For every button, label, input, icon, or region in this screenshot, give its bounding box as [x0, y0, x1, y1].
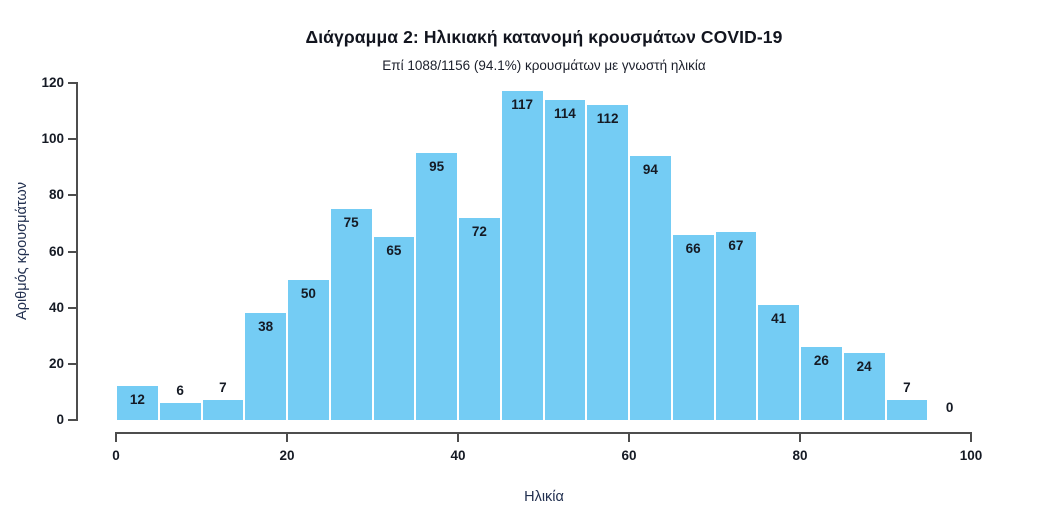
bar-value-label: 26	[813, 352, 829, 368]
histogram-bar	[587, 105, 628, 420]
x-tick-label: 100	[959, 448, 983, 463]
y-tick-mark	[68, 362, 76, 365]
y-tick-label: 0	[56, 412, 64, 427]
y-tick-label: 120	[41, 75, 64, 90]
bar-value-label: 24	[856, 358, 872, 374]
x-axis-title: Ηλικία	[524, 489, 564, 505]
y-tick-label: 100	[41, 131, 64, 147]
chart-title: Διάγραμμα 2: Ηλικιακή κατανομή κρουσμάτω…	[305, 27, 783, 47]
histogram-bar	[416, 153, 457, 420]
x-tick-label: 0	[112, 448, 120, 463]
chart-subtitle: Επί 1088/1156 (94.1%) κρουσμάτων με γνωσ…	[382, 58, 706, 73]
x-tick-mark	[286, 432, 288, 442]
bar-value-label: 65	[386, 243, 402, 259]
histogram-bar	[501, 91, 543, 420]
bar-value-label: 72	[471, 223, 487, 239]
bar-value-label: 7	[219, 380, 227, 396]
bar-value-label: 95	[429, 159, 445, 175]
bar-value-label: 50	[300, 285, 316, 301]
histogram-bar	[886, 400, 928, 420]
y-axis-line	[76, 82, 78, 421]
histogram-bar	[758, 304, 799, 420]
histogram-bar	[373, 237, 415, 420]
y-tick-mark	[68, 250, 76, 253]
histogram-bar	[630, 156, 671, 420]
x-tick-mark	[628, 432, 630, 442]
histogram-bar	[117, 386, 158, 420]
histogram-bar	[330, 209, 372, 420]
y-tick-label: 80	[48, 187, 64, 203]
y-tick-label: 20	[48, 355, 64, 371]
histogram-bar	[288, 279, 329, 420]
bar-value-label: 114	[553, 105, 576, 121]
bar-value-label: 38	[258, 319, 274, 335]
x-tick-label: 60	[621, 448, 637, 463]
x-tick-mark	[115, 432, 117, 442]
bar-value-label: 41	[771, 310, 787, 326]
histogram-bar	[801, 346, 842, 420]
y-axis-title: Αριθμός κρουσμάτων	[14, 182, 30, 320]
x-tick-label: 80	[792, 448, 808, 463]
bar-value-label: 12	[129, 392, 145, 408]
histogram-bar	[715, 231, 757, 420]
bar-value-label: 112	[596, 111, 619, 127]
bar-value-label: 94	[642, 162, 658, 178]
x-tick-label: 20	[279, 448, 295, 463]
y-tick-mark	[68, 306, 76, 309]
x-axis-line	[115, 432, 972, 434]
y-tick-mark	[68, 138, 76, 141]
y-tick-mark	[68, 82, 76, 84]
y-tick-label: 40	[48, 299, 64, 315]
y-tick-mark	[68, 419, 76, 421]
x-tick-mark	[799, 432, 801, 442]
histogram-bar	[159, 403, 201, 420]
y-tick-mark	[68, 194, 76, 197]
histogram-bar	[202, 400, 244, 420]
histogram-bar	[672, 234, 714, 420]
histogram-bar	[459, 217, 500, 420]
bar-value-label: 7	[903, 380, 911, 396]
bar-value-label: 75	[343, 215, 359, 231]
histogram-bar	[544, 99, 586, 420]
histogram-bar	[843, 352, 885, 420]
bar-value-label: 67	[728, 237, 744, 253]
x-tick-label: 40	[450, 448, 466, 463]
x-tick-mark	[970, 432, 972, 442]
bar-value-label: 0	[945, 400, 954, 415]
bar-value-label: 117	[511, 97, 534, 113]
y-tick-label: 60	[48, 243, 64, 259]
bar-value-label: 66	[685, 240, 701, 256]
histogram-bar	[245, 313, 286, 420]
bar-value-label: 6	[176, 383, 184, 399]
x-tick-mark	[457, 432, 459, 442]
